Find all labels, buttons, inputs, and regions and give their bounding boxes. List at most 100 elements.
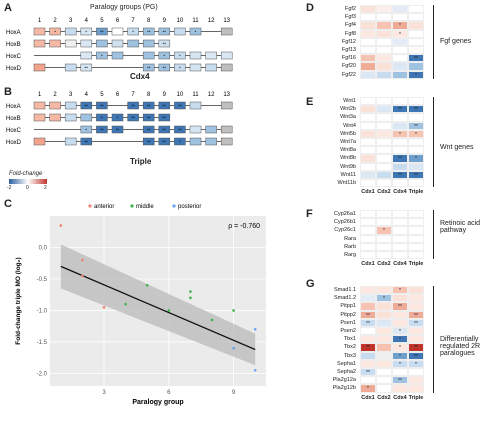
heatmap-cell: ** [360, 343, 376, 352]
gene-label: Sepha1 [337, 360, 356, 367]
significance-mark: * [179, 54, 181, 59]
gene-label: Fgf20 [341, 63, 356, 70]
heatmap-cell [360, 335, 376, 344]
heatmap-cell [408, 62, 424, 71]
x-axis-label: Paralogy group [132, 399, 183, 406]
heatmap-cell [376, 384, 392, 393]
pg-number: 7 [131, 18, 135, 24]
panel-label-g: G [306, 278, 315, 290]
heatmap-cell [376, 251, 392, 260]
hox-gene-box [64, 113, 77, 122]
gene-label: Psen1 [340, 319, 356, 326]
pg-number: 4 [85, 18, 89, 24]
heatmap-cell [392, 97, 408, 106]
group-label-retinoic: Retinoic acid pathway [440, 220, 481, 234]
heatmap-cell [360, 37, 376, 46]
significance-mark: ** [163, 30, 167, 35]
gene-label: Cyp26c1 [334, 227, 356, 234]
hox-gene-box [80, 125, 93, 134]
gene-label: Fgf8 [344, 30, 356, 37]
heatmap-cell [408, 21, 424, 30]
heatmap-cell [376, 105, 392, 114]
heatmap-cell [376, 351, 392, 360]
hox-gene-box [220, 63, 233, 72]
heatmap-cell [408, 234, 424, 243]
gene-label: Wnt11 [340, 171, 357, 178]
heatmap-cell [376, 113, 392, 122]
hox-gene-box [142, 27, 155, 36]
hox-gene-box [174, 27, 186, 36]
hox-gene-box [158, 101, 171, 110]
pg-number: 5 [100, 92, 104, 98]
hox-gene-box [220, 137, 233, 146]
hox-gene-box [174, 125, 186, 134]
heatmap-cell [376, 62, 392, 71]
heatmap-cell [360, 351, 376, 360]
heatmap-cell [392, 54, 408, 63]
panel-label-f: F [306, 208, 313, 220]
hox-gene-box [111, 113, 124, 122]
pg-number: 10 [177, 92, 184, 98]
heatmap-cell [408, 294, 424, 303]
heatmap-cell [392, 70, 408, 79]
heatmap-cell: * [360, 384, 376, 393]
hox-gene-box [49, 101, 61, 110]
column-label: Triple [408, 394, 424, 401]
significance-mark: ** [85, 104, 89, 109]
gene-label: Pitpp1 [340, 303, 356, 310]
heatmap-cell: * [392, 335, 408, 344]
heatmap-cell [408, 146, 424, 155]
gene-label: Fgf2 [344, 6, 356, 12]
y-tick-label: -0.5 [37, 277, 48, 283]
x-tick-label: 6 [167, 390, 171, 396]
heatmap-cell [408, 162, 424, 171]
heatmap-cell [376, 302, 392, 311]
heatmap-cell [392, 37, 408, 46]
heatmap-cell: ** [408, 351, 424, 360]
scatter-point-middle [189, 290, 192, 293]
heatmap-cell: * [392, 286, 408, 295]
group-bracket [432, 286, 434, 393]
gene-label: Wnt9b [340, 163, 356, 170]
group-bracket [432, 5, 434, 79]
hox-gene-box [96, 125, 108, 134]
pg-number: 10 [177, 18, 184, 24]
legend-tick-neg2: -2 [7, 185, 12, 191]
heatmap-cell [376, 343, 392, 352]
column-label: Triple [408, 261, 424, 268]
panel-label-b: B [4, 86, 12, 98]
heatmap-cell: ** [392, 170, 408, 179]
heatmap-cell [360, 359, 376, 368]
hox-gene-box [80, 137, 93, 146]
gene-label: Wnt7a [340, 139, 356, 145]
hox-gene-box [80, 113, 93, 122]
hox-gene-box [127, 39, 139, 48]
heatmap-cell [360, 376, 376, 385]
scatter-point-middle [189, 296, 192, 300]
gene-label: Rarg [344, 252, 356, 258]
heatmap-cell [360, 154, 376, 163]
heatmap-cell [360, 179, 376, 188]
significance-mark: ** [147, 128, 151, 133]
heatmap-cell: * [408, 359, 424, 368]
significance-mark: ** [163, 140, 167, 145]
y-tick-label: -2.0 [37, 371, 48, 377]
significance-mark: ** [178, 104, 182, 109]
hox-gene-box [174, 51, 186, 60]
heatmap-cell [376, 54, 392, 63]
significance-mark: * [101, 116, 103, 121]
significance-mark: * [163, 54, 165, 59]
pg-number: 5 [100, 18, 104, 24]
heatmap-cell [408, 376, 424, 385]
gene-label: Tbx2 [343, 344, 356, 351]
heatmap-cell [392, 384, 408, 393]
significance-mark: ** [147, 116, 151, 121]
hox-gene-box [80, 101, 93, 110]
heatmap-cell: * [392, 343, 408, 352]
pg-number: 11 [192, 92, 199, 98]
heatmap-cell [408, 210, 424, 219]
hox-gene-box [111, 27, 124, 36]
y-axis-label: Fold-change triple MO (log₂) [15, 257, 22, 344]
column-label: Cdx1 [361, 394, 375, 401]
gene-label: Smad1.1 [333, 287, 356, 293]
